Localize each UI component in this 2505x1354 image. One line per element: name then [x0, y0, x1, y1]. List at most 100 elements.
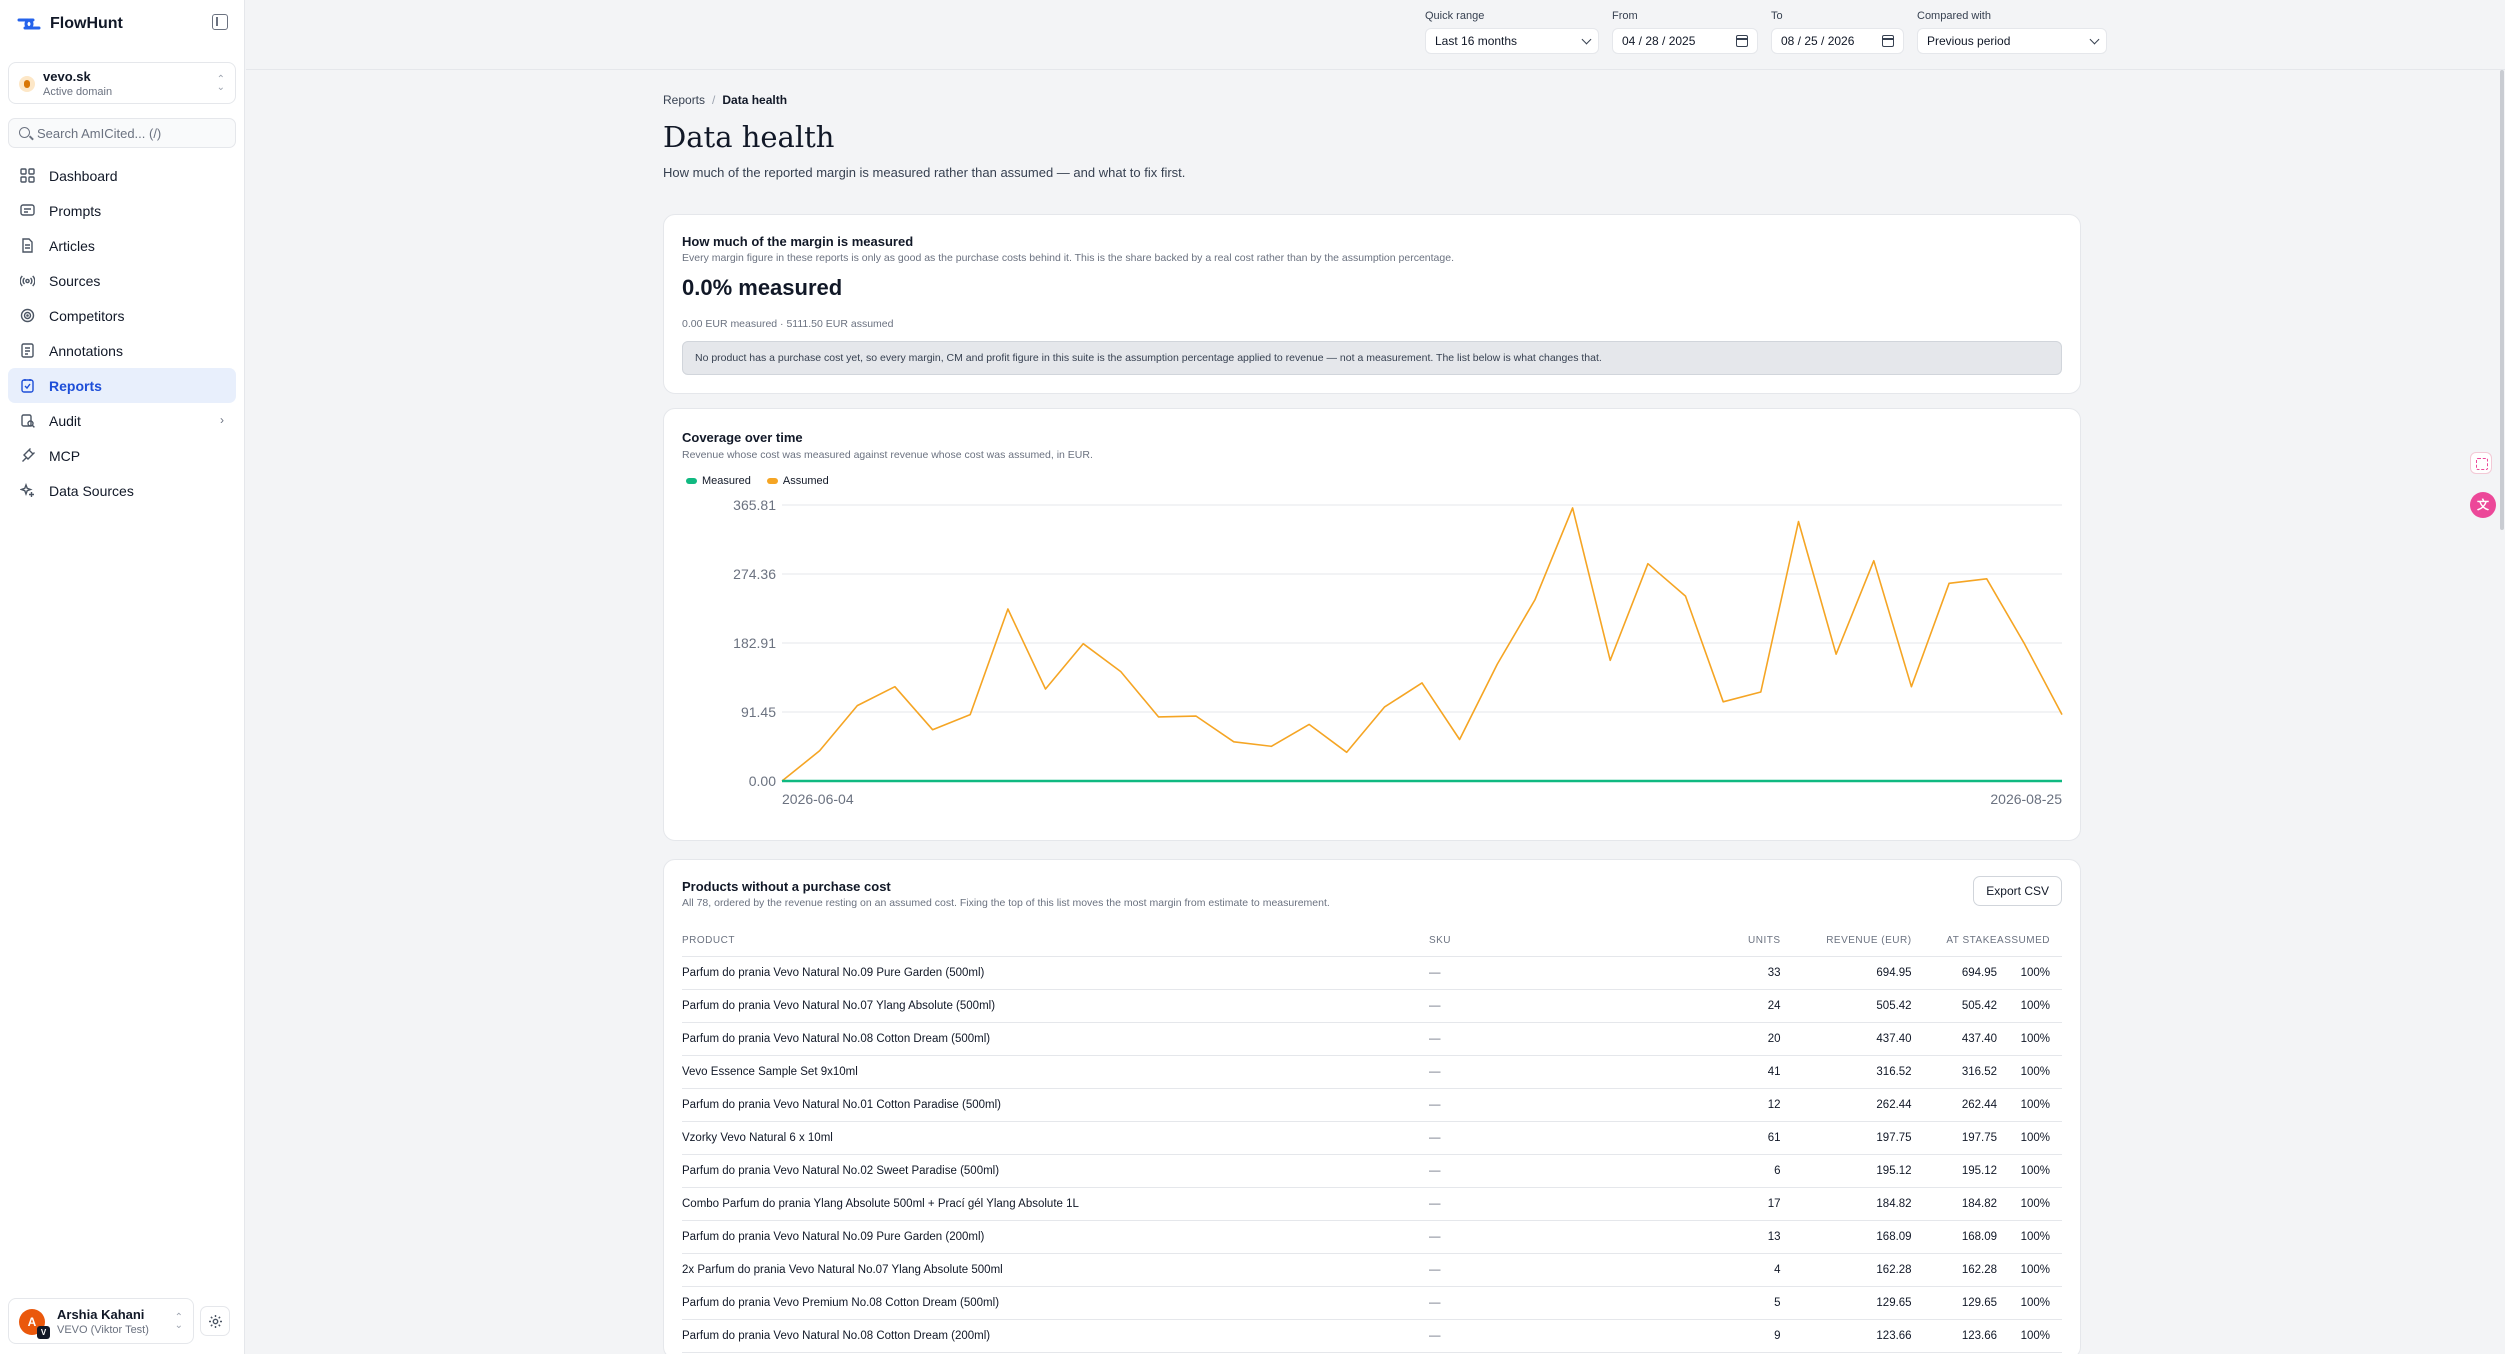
- cell-units: 24: [1666, 989, 1781, 1023]
- export-csv-button[interactable]: Export CSV: [1973, 876, 2062, 906]
- breadcrumb-separator: /: [712, 93, 716, 107]
- cell-assumed: 100%: [1997, 1055, 2062, 1089]
- compared-with-filter: Compared with Previous period: [1917, 10, 2107, 54]
- sidebar-item-reports[interactable]: Reports: [8, 368, 236, 403]
- compared-with-select[interactable]: Previous period: [1917, 28, 2107, 54]
- from-date-input[interactable]: 04 / 28 / 2025: [1612, 28, 1758, 54]
- table-row[interactable]: Combo Parfum do prania Ylang Absolute 50…: [682, 1187, 2062, 1221]
- column-header-product[interactable]: PRODUCT: [682, 926, 1429, 957]
- cell-sku: —: [1428, 1022, 1667, 1056]
- gear-icon: [209, 1315, 222, 1328]
- domain-switcher[interactable]: vevo.sk Active domain ⌃ ⌄: [8, 62, 236, 104]
- floating-scan-icon[interactable]: [2470, 452, 2492, 474]
- cell-units: 61: [1666, 1121, 1781, 1155]
- measured-assumed-split: 0.00 EUR measured · 5111.50 EUR assumed: [682, 318, 894, 330]
- products-without-cost-card: Products without a purchase cost All 78,…: [663, 859, 2081, 1354]
- cell-assumed: 100%: [1997, 1286, 2062, 1320]
- coverage-chart-card: Coverage over time Revenue whose cost wa…: [663, 408, 2081, 841]
- card-subtitle: Revenue whose cost was measured against …: [682, 449, 1093, 461]
- card-title: Coverage over time: [682, 430, 803, 445]
- search-box[interactable]: [8, 118, 236, 148]
- sidebar-item-mcp[interactable]: MCP: [8, 438, 236, 473]
- table-row[interactable]: Parfum do prania Vevo Natural No.09 Pure…: [682, 956, 2062, 990]
- cell-assumed: 100%: [1997, 989, 2062, 1023]
- sidebar-item-label: Competitors: [49, 307, 125, 324]
- table-row[interactable]: Parfum do prania Vevo Natural No.09 Pure…: [682, 1220, 2062, 1254]
- filter-label: Quick range: [1425, 10, 1485, 22]
- target-icon: [20, 308, 35, 323]
- brand[interactable]: FlowHunt: [16, 12, 123, 36]
- user-menu[interactable]: A V Arshia Kahani VEVO (Viktor Test) ⌃ ⌄: [8, 1298, 194, 1344]
- table-row[interactable]: 2x Parfum do prania Vevo Natural No.07 Y…: [682, 1253, 2062, 1287]
- sidebar-item-dashboard[interactable]: Dashboard: [8, 158, 236, 193]
- quick-range-value: Last 16 months: [1435, 34, 1518, 48]
- cell-sku: —: [1428, 1154, 1667, 1188]
- page-scrollbar[interactable]: [2500, 70, 2504, 530]
- sidebar-item-label: Data Sources: [49, 482, 134, 499]
- table-row[interactable]: Parfum do prania Vevo Premium No.08 Cott…: [682, 1286, 2062, 1320]
- cell-revenue: 162.28: [1780, 1253, 1912, 1287]
- legend-item-measured[interactable]: Measured: [686, 475, 751, 487]
- cell-at-stake: 129.65: [1911, 1286, 1998, 1320]
- column-header-at-stake[interactable]: AT STAKE: [1911, 926, 1998, 957]
- cell-product: 2x Parfum do prania Vevo Natural No.07 Y…: [682, 1253, 1429, 1287]
- collapse-sidebar-icon[interactable]: [212, 14, 228, 30]
- quick-range-select[interactable]: Last 16 months: [1425, 28, 1599, 54]
- cell-product: Parfum do prania Vevo Natural No.08 Cott…: [682, 1022, 1429, 1056]
- y-tick-label: 365.81: [733, 497, 776, 513]
- table-row[interactable]: Vevo Essence Sample Set 9x10ml —41 316.52 3…: [682, 1055, 2062, 1089]
- search-input[interactable]: [37, 123, 227, 143]
- quick-range-filter: Quick range Last 16 months: [1425, 10, 1599, 54]
- breadcrumb-reports-link[interactable]: Reports: [663, 93, 706, 107]
- cell-units: 12: [1666, 1088, 1781, 1122]
- table-row[interactable]: Vzorky Vevo Natural 6 x 10ml —61 197.75 197…: [682, 1121, 2062, 1155]
- page-title: Data health: [663, 120, 835, 154]
- sidebar: FlowHunt vevo.sk Active domain ⌃⌄ Dashbo…: [0, 0, 245, 1354]
- sidebar-item-prompts[interactable]: Prompts: [8, 193, 236, 228]
- filter-label: To: [1771, 10, 1783, 22]
- domain-status: Active domain: [43, 86, 113, 98]
- cell-sku: —: [1428, 1319, 1667, 1353]
- column-header-revenue[interactable]: REVENUE (EUR): [1780, 926, 1912, 957]
- sidebar-item-data-sources[interactable]: Data Sources: [8, 473, 236, 508]
- table-row[interactable]: Parfum do prania Vevo Natural No.02 Swee…: [682, 1154, 2062, 1188]
- cell-units: 17: [1666, 1187, 1781, 1221]
- column-header-units[interactable]: UNITS: [1666, 926, 1781, 957]
- domain-icon: [19, 76, 35, 92]
- cell-at-stake: 316.52: [1911, 1055, 1998, 1089]
- note-icon: [21, 343, 34, 358]
- sidebar-item-sources[interactable]: Sources: [8, 263, 236, 298]
- to-date-filter: To 08 / 25 / 2026: [1771, 10, 1904, 54]
- cell-revenue: 184.82: [1780, 1187, 1912, 1221]
- to-date-input[interactable]: 08 / 25 / 2026: [1771, 28, 1904, 54]
- calendar-icon[interactable]: [1882, 35, 1894, 47]
- table-row[interactable]: Parfum do prania Vevo Natural No.08 Cott…: [682, 1022, 2062, 1056]
- y-tick-label: 182.91: [733, 635, 776, 651]
- cell-units: 33: [1666, 956, 1781, 990]
- cell-sku: —: [1428, 1187, 1667, 1221]
- table-row[interactable]: Parfum do prania Vevo Natural No.08 Cott…: [682, 1319, 2062, 1353]
- column-header-assumed[interactable]: ASSUMED: [1997, 926, 2062, 957]
- cell-revenue: 437.40: [1780, 1022, 1912, 1056]
- cell-product: Parfum do prania Vevo Natural No.08 Cott…: [682, 1319, 1429, 1353]
- translate-icon[interactable]: 文: [2470, 492, 2496, 518]
- cell-units: 9: [1666, 1319, 1781, 1353]
- sidebar-item-competitors[interactable]: Competitors: [8, 298, 236, 333]
- sidebar-item-label: Prompts: [49, 202, 102, 219]
- column-header-sku[interactable]: SKU: [1428, 926, 1667, 957]
- sidebar-item-annotations[interactable]: Annotations: [8, 333, 236, 368]
- table-row[interactable]: Parfum do prania Vevo Natural No.07 Ylan…: [682, 989, 2062, 1023]
- user-name: Arshia Kahani: [57, 1307, 145, 1322]
- settings-button[interactable]: [200, 1306, 230, 1336]
- cell-units: 41: [1666, 1055, 1781, 1089]
- table-row[interactable]: Parfum do prania Vevo Natural No.01 Cott…: [682, 1088, 2062, 1122]
- filter-label: From: [1612, 10, 1638, 22]
- sidebar-item-audit[interactable]: Audit ›: [8, 403, 236, 438]
- cell-sku: —: [1428, 1121, 1667, 1155]
- sidebar-item-articles[interactable]: Articles: [8, 228, 236, 263]
- calendar-icon[interactable]: [1736, 35, 1748, 47]
- cell-product: Parfum do prania Vevo Natural No.07 Ylan…: [682, 989, 1429, 1023]
- cell-assumed: 100%: [1997, 956, 2062, 990]
- flowhunt-logo-icon: [17, 18, 41, 30]
- legend-item-assumed[interactable]: Assumed: [766, 475, 829, 487]
